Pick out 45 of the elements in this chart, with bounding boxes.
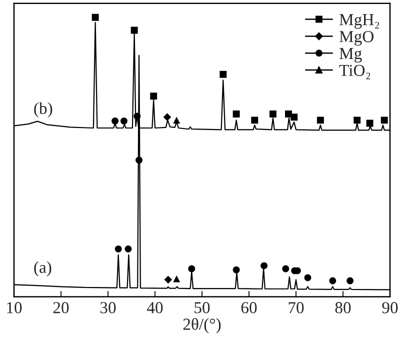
legend-label: Mg — [339, 48, 362, 63]
x-tick-label: 70 — [288, 302, 304, 314]
point — [366, 120, 374, 127]
point — [269, 110, 276, 118]
point — [120, 118, 128, 124]
point — [346, 277, 354, 284]
point — [232, 110, 240, 118]
point — [329, 277, 336, 284]
point — [354, 116, 361, 124]
x-tick-label: 10 — [7, 302, 22, 314]
point — [130, 26, 138, 34]
x-tick-label: 50 — [194, 302, 210, 314]
x-tick-label: 60 — [241, 302, 257, 314]
x-tick-label: 90 — [382, 302, 398, 314]
point — [92, 14, 99, 21]
legend-label: MgH₂ — [339, 14, 380, 29]
point — [163, 113, 172, 122]
legend-label: MgO — [339, 30, 374, 46]
point — [290, 114, 298, 121]
point — [260, 262, 268, 270]
point — [220, 70, 227, 78]
point — [316, 116, 324, 124]
point — [380, 116, 388, 124]
annotation: (a) — [34, 261, 52, 276]
point — [150, 92, 158, 100]
point — [136, 156, 142, 164]
point — [304, 274, 312, 282]
point — [134, 112, 141, 120]
x-axis-title: 2θ/(°) — [183, 318, 221, 334]
annotation: (b) — [34, 102, 52, 118]
point — [112, 118, 119, 124]
x-tick-label: 30 — [100, 302, 116, 314]
point — [173, 275, 180, 282]
x-tick-label: 40 — [146, 302, 163, 314]
point — [282, 265, 290, 272]
point — [114, 245, 122, 252]
x-tick-label: 80 — [335, 302, 351, 314]
legend-label: TiO₂ — [339, 64, 370, 80]
x-tick-label: 20 — [53, 302, 69, 314]
point — [251, 116, 258, 124]
point — [164, 276, 172, 284]
point — [188, 265, 196, 272]
point — [124, 245, 132, 252]
point — [173, 116, 180, 124]
point — [232, 266, 240, 274]
